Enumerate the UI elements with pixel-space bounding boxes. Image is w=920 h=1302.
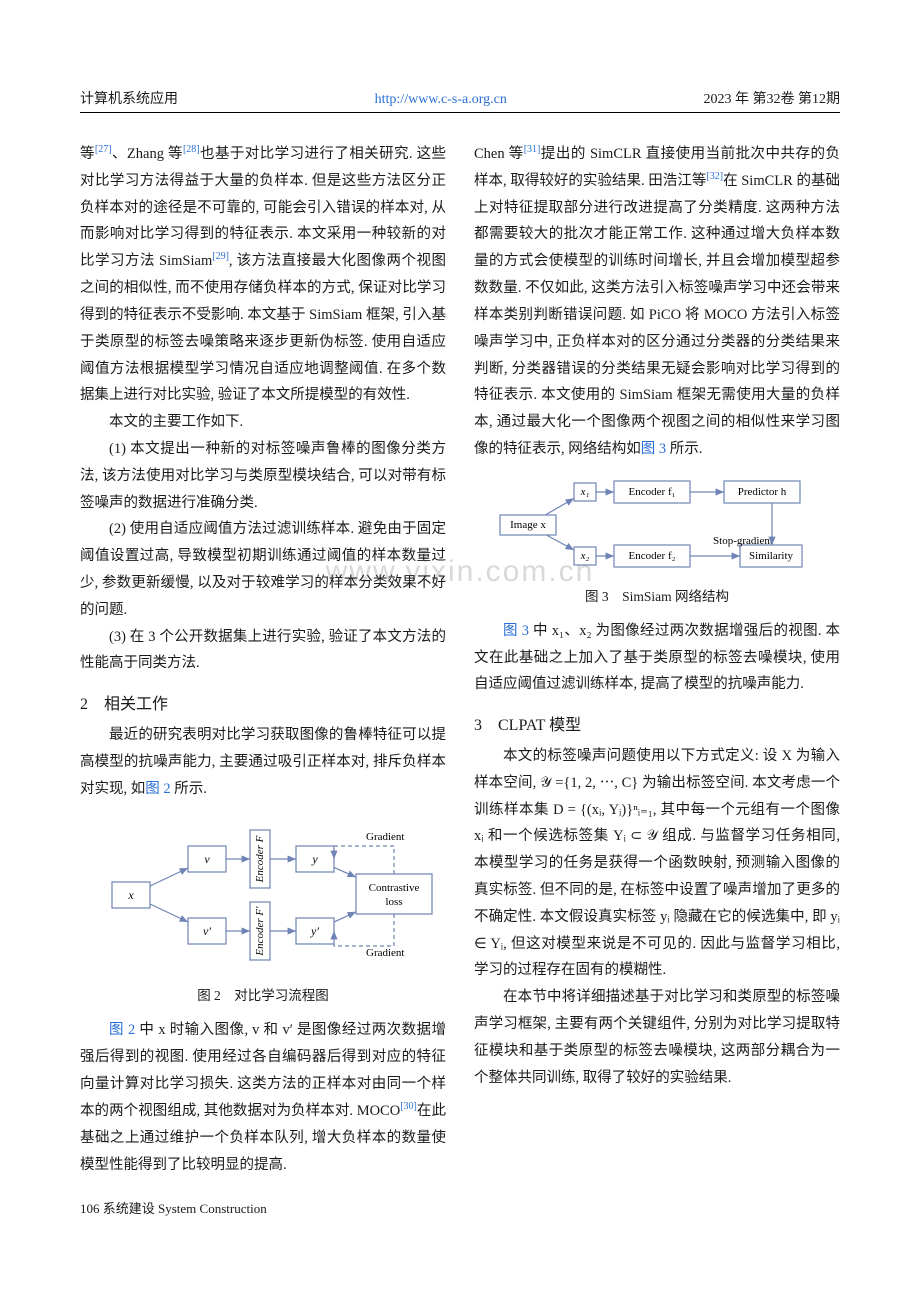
left-p3: (1) 本文提出一种新的对标签噪声鲁棒的图像分类方法, 该方法使用对比学习与类原… (80, 436, 446, 516)
left-p5: (3) 在 3 个公开数据集上进行实验, 验证了本文方法的性能高于同类方法. (80, 624, 446, 678)
svg-text:Predictor h: Predictor h (738, 486, 787, 498)
figure-2-link-inline[interactable]: 图 2 (109, 1022, 135, 1038)
svg-text:Stop-gradient: Stop-gradient (713, 535, 773, 547)
svg-text:loss: loss (385, 896, 402, 908)
svg-text:Encoder F: Encoder F (254, 836, 266, 884)
ref-32[interactable]: [32] (706, 171, 723, 182)
left-column: 等[27]、Zhang 等[28]也基于对比学习进行了相关研究. 这些对比学习方… (80, 141, 446, 1178)
svg-text:Encoder f₂: Encoder f₂ (629, 550, 676, 562)
right-p2: 图 3 中 x₁、x₂ 为图像经过两次数据增强后的视图. 本文在此基础之上加入了… (474, 618, 840, 698)
section-2-heading: 2 相关工作 (80, 691, 446, 720)
svg-text:Contrastive: Contrastive (369, 882, 420, 894)
ref-30[interactable]: [30] (400, 1101, 417, 1112)
left-p6: 最近的研究表明对比学习获取图像的鲁棒特征可以提高模型的抗噪声能力, 主要通过吸引… (80, 722, 446, 802)
figure-3: Image x x₁ x₂ Encoder f₁ Encoder f₂ Predictor… (474, 469, 840, 579)
figure-2: x v v′ Encoder F Encoder F′ y y′ Contrastive los… (80, 808, 446, 978)
svg-text:v: v (204, 852, 210, 866)
right-p1: Chen 等[31]提出的 SimCLR 直接使用当前批次中共存的负样本, 取得… (474, 141, 840, 463)
svg-text:Encoder f₁: Encoder f₁ (629, 486, 676, 498)
section-3-heading: 3 CLPAT 模型 (474, 712, 840, 741)
right-p4: 在本节中将详细描述基于对比学习和类原型的标签噪声学习框架, 主要有两个关键组件,… (474, 984, 840, 1091)
ref-29[interactable]: [29] (212, 251, 229, 262)
header-right: 2023 年 第32卷 第12期 (703, 88, 840, 108)
svg-text:Gradient: Gradient (366, 947, 404, 959)
svg-text:x₁: x₁ (580, 486, 590, 498)
svg-text:Encoder F′: Encoder F′ (254, 906, 266, 957)
svg-text:Image x: Image x (510, 519, 546, 531)
left-p4: (2) 使用自适应阈值方法过滤训练样本. 避免由于固定阈值设置过高, 导致模型初… (80, 516, 446, 623)
svg-text:y′: y′ (310, 924, 319, 938)
left-p1: 等[27]、Zhang 等[28]也基于对比学习进行了相关研究. 这些对比学习方… (80, 141, 446, 409)
ref-31[interactable]: [31] (524, 144, 541, 155)
svg-text:y: y (311, 852, 318, 866)
right-column: Chen 等[31]提出的 SimCLR 直接使用当前批次中共存的负样本, 取得… (474, 141, 840, 1178)
svg-text:Gradient: Gradient (366, 831, 404, 843)
svg-text:x₂: x₂ (580, 550, 590, 562)
svg-text:v′: v′ (203, 924, 211, 938)
ref-27[interactable]: [27] (95, 144, 112, 155)
figure-3-link-inline[interactable]: 图 3 (503, 623, 529, 639)
figure-3-link[interactable]: 图 3 (641, 441, 666, 457)
figure-2-caption: 图 2 对比学习流程图 (80, 984, 446, 1009)
left-p7: 图 2 中 x 时输入图像, v 和 v′ 是图像经过两次数据增强后得到的视图.… (80, 1017, 446, 1178)
right-p3: 本文的标签噪声问题使用以下方式定义: 设 X 为输入样本空间, 𝒴 ={1, 2… (474, 743, 840, 984)
header-link[interactable]: http://www.c-s-a.org.cn (375, 92, 507, 108)
header-left: 计算机系统应用 (80, 88, 178, 108)
page-header: 计算机系统应用 http://www.c-s-a.org.cn 2023 年 第… (80, 88, 840, 113)
svg-text:Similarity: Similarity (749, 550, 794, 562)
svg-text:x: x (127, 888, 134, 902)
figure-2-link[interactable]: 图 2 (145, 781, 170, 797)
ref-28[interactable]: [28] (183, 144, 200, 155)
left-p2: 本文的主要工作如下. (80, 409, 446, 436)
page-footer: 106 系统建设 System Construction (80, 1198, 840, 1217)
figure-3-caption: 图 3 SimSiam 网络结构 (474, 585, 840, 610)
